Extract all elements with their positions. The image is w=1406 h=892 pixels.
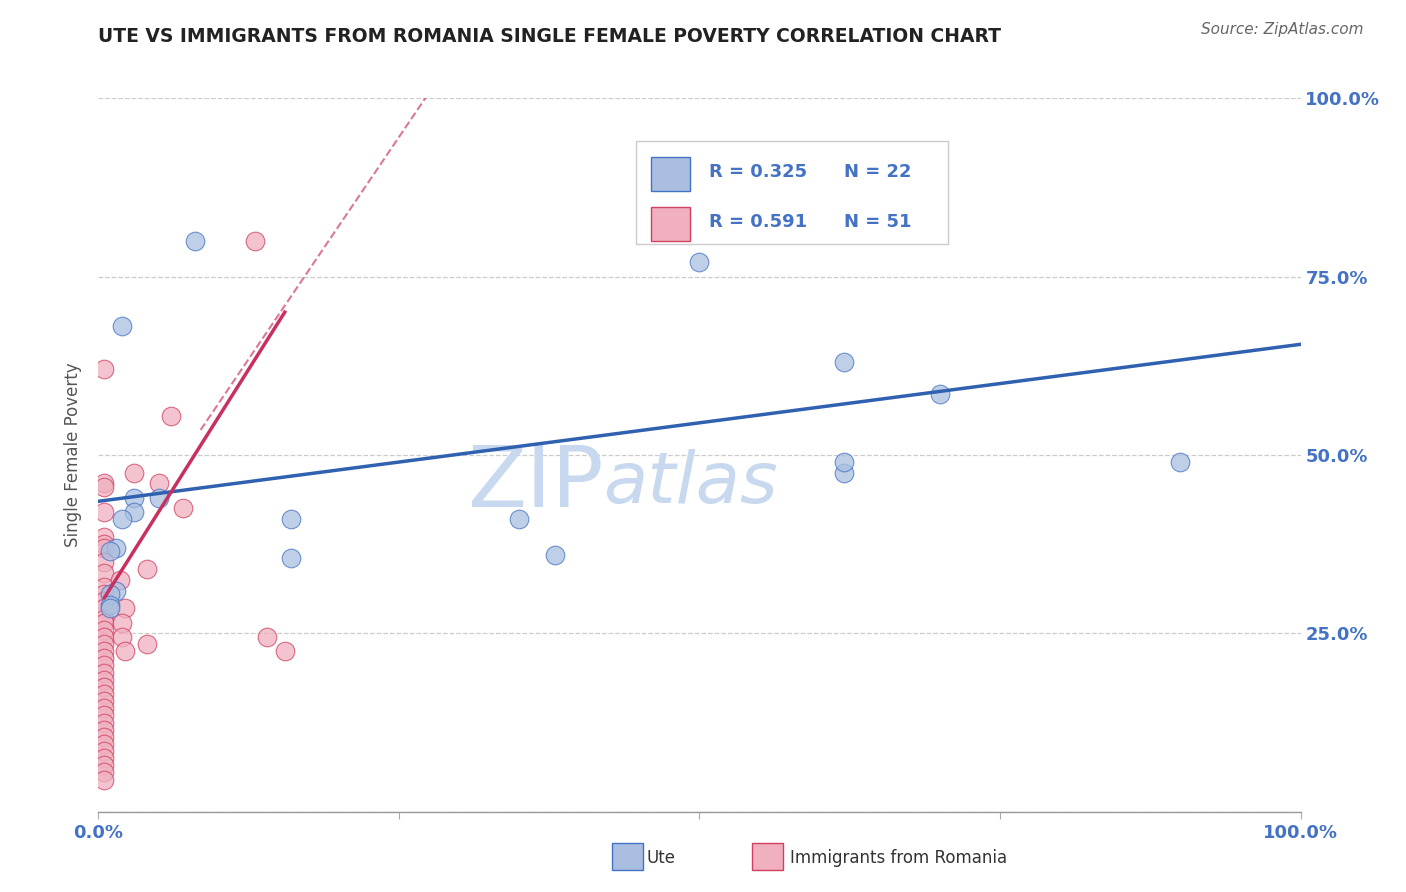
Point: [93, 566, 115, 580]
Point: [159, 409, 181, 423]
Point: [93, 658, 115, 673]
Bar: [651, 157, 690, 191]
Text: Ute: Ute: [647, 849, 676, 867]
Point: [928, 387, 950, 401]
Point: [124, 466, 146, 480]
Point: [93, 594, 115, 608]
Text: Immigrants from Romania: Immigrants from Romania: [790, 849, 1007, 867]
Point: [274, 644, 297, 658]
Point: [93, 505, 115, 519]
Point: [111, 512, 134, 526]
Point: [256, 630, 278, 644]
Point: [114, 601, 136, 615]
Point: [93, 665, 115, 680]
Point: [93, 651, 115, 665]
Point: [135, 562, 157, 576]
Point: [93, 673, 115, 687]
Point: [93, 737, 115, 751]
Point: [544, 548, 567, 562]
Point: [93, 612, 115, 626]
Point: [1170, 455, 1192, 469]
Point: [148, 491, 170, 505]
Text: N = 22: N = 22: [844, 162, 911, 180]
Point: [93, 580, 115, 594]
Point: [135, 637, 157, 651]
Point: [100, 598, 122, 612]
Point: [280, 551, 302, 566]
Point: [172, 501, 194, 516]
Text: R = 0.325: R = 0.325: [709, 162, 807, 180]
Point: [108, 573, 131, 587]
Point: [93, 362, 115, 376]
Text: R = 0.591: R = 0.591: [709, 212, 807, 230]
Point: [124, 505, 146, 519]
Point: [93, 708, 115, 723]
Point: [93, 555, 115, 569]
Point: [93, 723, 115, 737]
Point: [93, 694, 115, 708]
Point: [93, 758, 115, 772]
Point: [105, 541, 128, 555]
Point: [105, 583, 128, 598]
Point: [100, 544, 122, 558]
Text: ZIP: ZIP: [467, 442, 603, 525]
Point: [832, 355, 855, 369]
Point: [93, 730, 115, 744]
Point: [114, 644, 136, 658]
Point: [93, 480, 115, 494]
Point: [93, 541, 115, 555]
Point: [100, 601, 122, 615]
Point: [243, 234, 266, 248]
Point: [832, 455, 855, 469]
Point: [93, 615, 115, 630]
Point: [183, 234, 205, 248]
Point: [93, 751, 115, 765]
Text: Source: ZipAtlas.com: Source: ZipAtlas.com: [1201, 22, 1364, 37]
Point: [93, 630, 115, 644]
Point: [93, 637, 115, 651]
Bar: [651, 207, 690, 241]
Point: [93, 765, 115, 780]
Point: [689, 255, 711, 269]
Point: [93, 530, 115, 544]
Point: [280, 512, 302, 526]
Point: [93, 701, 115, 715]
Text: N = 51: N = 51: [844, 212, 911, 230]
Point: [93, 687, 115, 701]
Point: [148, 476, 170, 491]
FancyBboxPatch shape: [636, 141, 948, 244]
Point: [111, 630, 134, 644]
Point: [93, 680, 115, 694]
Point: [93, 537, 115, 551]
Point: [93, 601, 115, 615]
Point: [111, 319, 134, 334]
Point: [832, 466, 855, 480]
Y-axis label: Single Female Poverty: Single Female Poverty: [65, 363, 83, 547]
Text: atlas: atlas: [603, 449, 778, 518]
Point: [93, 476, 115, 491]
Point: [111, 615, 134, 630]
Point: [93, 644, 115, 658]
Point: [93, 587, 115, 601]
Point: [93, 744, 115, 758]
Point: [100, 587, 122, 601]
Point: [124, 491, 146, 505]
Point: [93, 772, 115, 787]
Point: [93, 623, 115, 637]
Point: [93, 715, 115, 730]
Text: UTE VS IMMIGRANTS FROM ROMANIA SINGLE FEMALE POVERTY CORRELATION CHART: UTE VS IMMIGRANTS FROM ROMANIA SINGLE FE…: [98, 27, 1001, 45]
Point: [508, 512, 530, 526]
